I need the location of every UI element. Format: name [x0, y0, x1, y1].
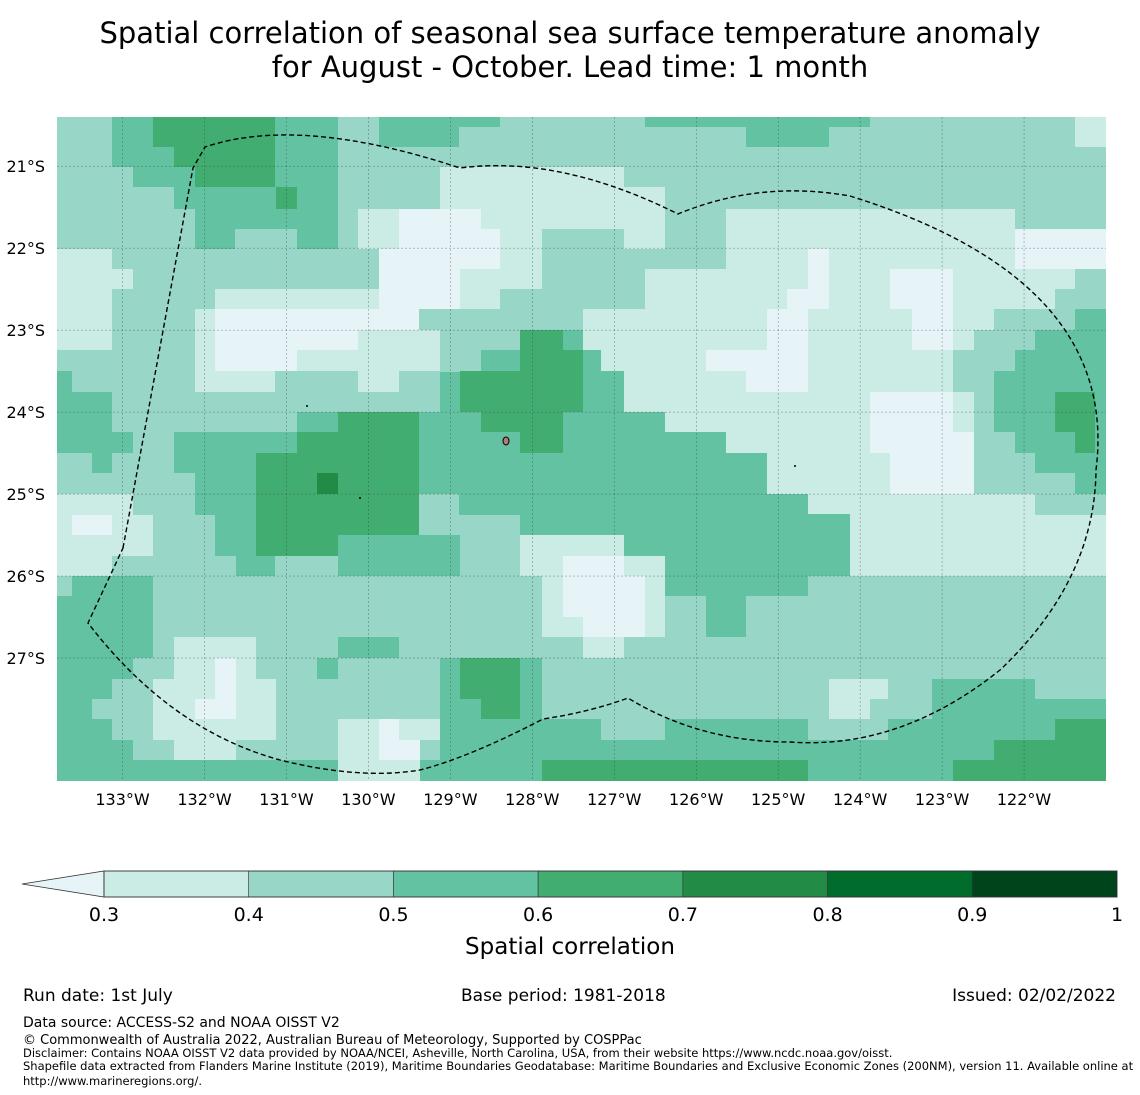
longitude-label: 130°W: [341, 790, 396, 809]
cell-region-below-03: [563, 556, 645, 637]
cell-region-03: [829, 679, 888, 719]
colorbar-block: [537, 870, 684, 898]
cell-region-03: [57, 249, 133, 350]
colorbar-block: [393, 870, 539, 898]
latitude-label: 27°S: [6, 649, 45, 668]
cell-region-03: [1075, 117, 1106, 147]
chart-title-line-2: for August - October. Lead time: 1 month: [271, 50, 869, 84]
longitude-label: 129°W: [423, 790, 478, 809]
latitude-tick-labels: 21°S 22°S 23°S 24°S 25°S 26°S 27°S: [6, 157, 45, 668]
longitude-label: 127°W: [587, 790, 642, 809]
longitude-label: 133°W: [95, 790, 150, 809]
cell-region-below-03: [870, 392, 974, 494]
longitude-tick-labels: 133°W 132°W 131°W 130°W 129°W 128°W 127°W 126°W…: [95, 790, 1051, 809]
latitude-label: 23°S: [6, 321, 45, 340]
disclaimer: Disclaimer: Contains NOAA OISST V2 data …: [23, 1046, 893, 1060]
longitude-label: 128°W: [505, 790, 560, 809]
island-marker: [502, 436, 510, 446]
cell-region-below-03: [890, 269, 953, 350]
longitude-label: 125°W: [751, 790, 806, 809]
longitude-label: 123°W: [915, 790, 970, 809]
colorbar-tick-label: 0.5: [378, 904, 408, 926]
chart-title-line-1: Spatial correlation of seasonal sea surf…: [99, 16, 1041, 50]
colorbar-tick-label: 0.4: [234, 904, 264, 926]
colorbar-tick-label: 0.6: [523, 904, 553, 926]
cell-region-06: [953, 719, 1106, 781]
island-marker: [306, 405, 308, 407]
data-source: Data source: ACCESS-S2 and NOAA OISST V2: [23, 1015, 340, 1031]
colorbar-block: [971, 870, 1118, 898]
cell-region-05: [317, 658, 338, 679]
colorbar-tick-labels: 0.3 0.4 0.5 0.6 0.7 0.8 0.9 1: [89, 904, 1123, 926]
colorbar-blocks: [103, 870, 1118, 898]
colorbar-tick-label: 0.9: [957, 904, 987, 926]
longitude-label: 122°W: [997, 790, 1052, 809]
cell-region-06: [1055, 392, 1095, 453]
colorbar-block: [682, 870, 828, 898]
map-gridlines: [57, 117, 1106, 781]
colorbar-block: [827, 870, 973, 898]
latitude-label: 24°S: [6, 403, 45, 422]
cell-region-05: [57, 658, 1106, 781]
colorbar-tick-label: 0.7: [668, 904, 698, 926]
cell-region-06: [460, 658, 520, 719]
longitude-label: 126°W: [669, 790, 724, 809]
cell-region-05: [57, 576, 174, 781]
cell-region-03: [583, 209, 1106, 576]
colorbar-label: Spatial correlation: [465, 934, 675, 960]
correlation-map: 133°W 132°W 131°W 130°W 129°W 128°W 127°W 126°W…: [6, 117, 1123, 960]
eez-boundary-line: [87, 134, 1099, 775]
latitude-label: 21°S: [6, 157, 45, 176]
colorbar-outline: [103, 870, 1118, 898]
cell-region-06: [542, 760, 808, 781]
longitude-label: 132°W: [177, 790, 232, 809]
cell-region-below-03: [706, 249, 829, 392]
copyright: © Commonwealth of Australia 2022, Austra…: [23, 1033, 642, 1048]
island-marker: [359, 497, 361, 499]
colorbar: 0.3 0.4 0.5 0.6 0.7 0.8 0.9 1 Spatial correlati…: [21, 870, 1123, 960]
colorbar-block: [103, 870, 250, 898]
cell-region-03: [358, 167, 665, 309]
cell-region-05: [379, 117, 500, 147]
cell-region-below-03: [1015, 229, 1106, 269]
latitude-label: 22°S: [6, 239, 45, 258]
cell-region-05: [174, 330, 850, 637]
cell-region-05: [57, 371, 133, 473]
longitude-label: 124°W: [833, 790, 888, 809]
correlation-cells: [57, 117, 1106, 781]
cell-region-05: [645, 117, 870, 147]
cell-region-below-03: [379, 719, 420, 760]
longitude-label: 131°W: [259, 790, 314, 809]
cell-region-06: [460, 330, 583, 453]
issued-date: Issued: 02/02/2022: [952, 986, 1116, 1006]
colorbar-tick-label: 0.8: [812, 904, 842, 926]
cell-region-below-03: [72, 515, 112, 535]
run-date: Run date: 1st July: [23, 986, 173, 1006]
colorbar-tick-label: 1: [1111, 904, 1123, 926]
colorbar-tick-label: 0.3: [89, 904, 119, 926]
island-marker: [794, 465, 796, 467]
latitude-label: 26°S: [6, 567, 45, 586]
cell-region-07: [317, 473, 338, 494]
base-period: Base period: 1981-2018: [461, 986, 666, 1006]
cell-region-06: [153, 117, 275, 187]
cell-region-03: [153, 637, 276, 760]
colorbar-extend-arrow: [21, 870, 105, 898]
cell-region-05: [338, 637, 399, 658]
colorbar-block: [248, 870, 394, 898]
shapefile-credit: Shapefile data extracted from Flanders M…: [23, 1059, 1134, 1088]
cell-region-below-03: [195, 658, 236, 719]
cell-region-below-03: [215, 309, 358, 371]
cell-region-below-03: [358, 209, 500, 330]
latitude-label: 25°S: [6, 485, 45, 504]
